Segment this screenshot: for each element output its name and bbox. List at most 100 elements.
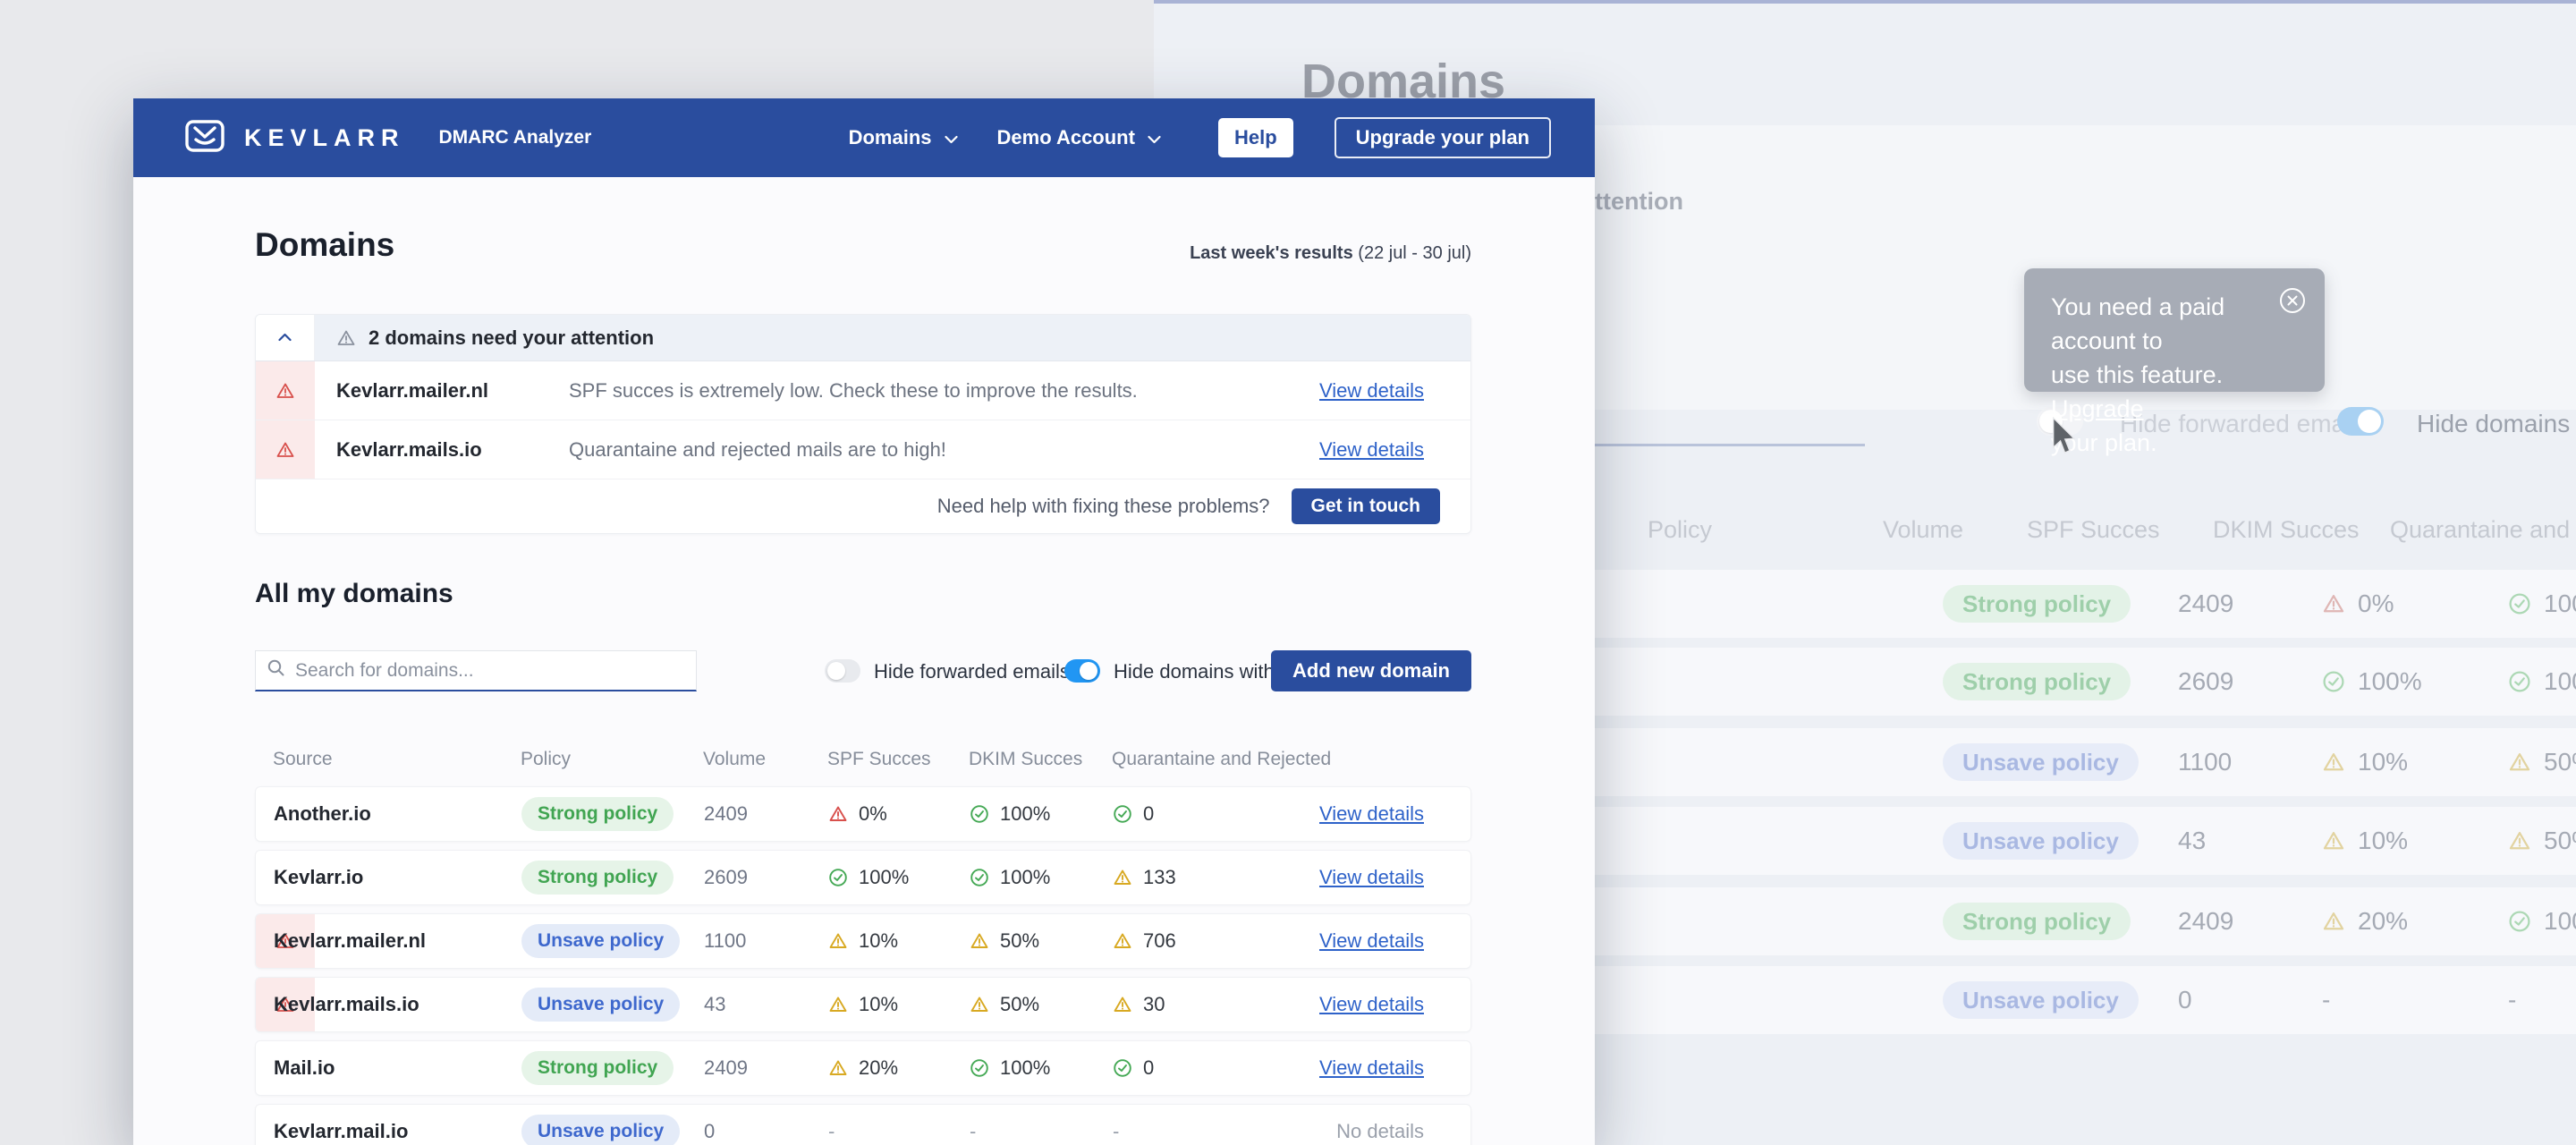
close-icon[interactable]: [2278, 286, 2307, 315]
background-column-policy: Policy: [1648, 516, 1713, 543]
collapse-cell[interactable]: [256, 315, 315, 360]
app-nav: Domains Demo Account Help Upgrade your p…: [849, 117, 1551, 158]
table-header: Source Policy Volume SPF Succes DKIM Suc…: [255, 749, 1471, 772]
spf-succes-cell: 10%: [828, 929, 898, 953]
table-row: Kevlarr.io Strong policy 2609 100% 100% …: [255, 850, 1471, 905]
chevron-down-icon: [1148, 126, 1161, 149]
dkim-succes-cell: 100%: [970, 1056, 1050, 1080]
background-toggle-hide-forwarded[interactable]: [2037, 407, 2083, 436]
toggle-hide-without-data[interactable]: [1064, 659, 1100, 683]
column-spf-succes: SPF Succes: [827, 749, 931, 769]
attention-panel-header[interactable]: 2 domains need your attention: [256, 315, 1470, 361]
domain-name: Kevlarr.mailer.nl: [274, 929, 426, 952]
status-icon: [970, 931, 989, 951]
domains-table: Another.io Strong policy 2409 0% 100% 0 …: [255, 786, 1471, 1145]
attention-item: Kevlarr.mailer.nl SPF succes is extremel…: [256, 361, 1470, 420]
tooltip-line: You need a paid account to: [2051, 293, 2225, 354]
quarantaine-cell: 133: [1113, 866, 1176, 889]
app-header: KEVLARR DMARC Analyzer Domains Demo Acco…: [133, 98, 1595, 177]
status-icon: [2508, 751, 2531, 774]
background-dkim-cell: 100%: [2508, 907, 2576, 936]
background-toggle-hide-without-data[interactable]: [2337, 407, 2384, 436]
background-dkim-cell: -: [2508, 986, 2517, 1014]
warning-icon: [275, 931, 295, 951]
table-row: Kevlarr.mail.io Unsave policy 0 - - - No…: [255, 1104, 1471, 1145]
dkim-succes-cell: 100%: [970, 802, 1050, 826]
policy-badge: Strong policy: [521, 797, 674, 831]
warning-cell: [256, 361, 315, 420]
status-icon: [970, 868, 989, 887]
volume-value: 43: [704, 993, 726, 1015]
background-dkim-cell: 100%: [2508, 667, 2576, 696]
details-cell: View details: [1319, 929, 1424, 953]
domain-name: Kevlarr.mail.io: [274, 1120, 409, 1142]
upgrade-plan-link[interactable]: Upgrade: [2051, 395, 2144, 422]
background-spf-cell: -: [2322, 986, 2331, 1014]
status-icon: [970, 804, 989, 824]
view-details-link[interactable]: View details: [1319, 993, 1424, 1015]
status-icon: [2508, 592, 2531, 615]
tooltip-line: your plan.: [2051, 429, 2157, 456]
view-details-link[interactable]: View details: [1319, 929, 1424, 952]
product-name: DMARC Analyzer: [438, 127, 592, 148]
status-icon: [828, 804, 848, 824]
no-details-label: No details: [1336, 1120, 1424, 1142]
toggle-hide-forwarded[interactable]: [825, 659, 860, 683]
add-new-domain-button[interactable]: Add new domain: [1271, 650, 1471, 691]
details-cell: View details: [1319, 1056, 1424, 1080]
status-icon: [970, 995, 989, 1014]
background-column-quarantaine: Quarantaine and Rejected: [2390, 516, 2576, 543]
column-quarantaine: Quarantaine and Rejected: [1112, 749, 1332, 769]
background-dkim-cell: 50%: [2508, 748, 2576, 776]
nav-domains[interactable]: Domains: [849, 126, 958, 149]
upgrade-plan-button[interactable]: Upgrade your plan: [1334, 117, 1551, 158]
page-title: Domains: [255, 226, 395, 263]
status-icon: [828, 868, 848, 887]
background-toggle-label: Hide forwarded emails: [2120, 410, 2369, 437]
details-cell: No details: [1336, 1120, 1424, 1143]
column-policy: Policy: [521, 749, 572, 769]
quarantaine-cell: 0: [1113, 802, 1154, 826]
table-row: Kevlarr.mails.io Unsave policy 43 10% 50…: [255, 977, 1471, 1032]
volume-value: 2409: [704, 1056, 748, 1079]
dkim-succes-cell: 50%: [970, 929, 1039, 953]
search-input[interactable]: [295, 659, 685, 682]
view-details-link[interactable]: View details: [1319, 866, 1424, 888]
chevron-up-icon: [278, 330, 292, 346]
view-details-link[interactable]: View details: [1319, 802, 1424, 825]
view-details-link[interactable]: View details: [1319, 1056, 1424, 1079]
background-table-row: Strong policy 2609 100% 100% 133: [1449, 648, 2576, 716]
dkim-succes-cell: 50%: [970, 993, 1039, 1016]
warning-cell: [256, 914, 315, 968]
status-icon: [2508, 910, 2531, 933]
view-details-link[interactable]: View details: [1319, 378, 1424, 402]
status-icon: [2508, 829, 2531, 852]
background-policy-badge: Strong policy: [1943, 903, 2131, 940]
view-details-link[interactable]: View details: [1319, 437, 1424, 461]
background-volume: 0: [2178, 986, 2192, 1014]
background-toggle-label: Hide domains without data: [2417, 410, 2576, 437]
domain-name: Kevlarr.io: [274, 866, 364, 888]
attention-panel: 2 domains need your attention Kevlarr.ma…: [255, 314, 1471, 534]
get-in-touch-button[interactable]: Get in touch: [1291, 488, 1440, 524]
policy-badge: Unsave policy: [521, 1115, 681, 1145]
domain-search[interactable]: [255, 650, 697, 691]
toggle-knob: [1080, 662, 1097, 680]
nav-account-menu[interactable]: Demo Account: [997, 126, 1161, 149]
background-column-spf: SPF Succes: [2027, 516, 2160, 543]
column-source: Source: [273, 749, 333, 769]
status-icon: [2322, 592, 2345, 615]
status-icon: [970, 1058, 989, 1078]
background-table-row: Unsave policy 43 10% 50% 30: [1449, 807, 2576, 875]
help-button[interactable]: Help: [1217, 118, 1293, 157]
dkim-succes-cell: -: [970, 1120, 977, 1142]
status-icon: [1113, 804, 1132, 824]
column-volume: Volume: [703, 749, 767, 769]
brand-name: KEVLARR: [244, 123, 405, 151]
volume-value: 2609: [704, 866, 748, 888]
details-cell: View details: [1319, 993, 1424, 1016]
background-volume: 2409: [2178, 907, 2234, 935]
warning-icon: [275, 381, 295, 401]
background-table-row: Unsave policy 0 - - -: [1449, 966, 2576, 1034]
